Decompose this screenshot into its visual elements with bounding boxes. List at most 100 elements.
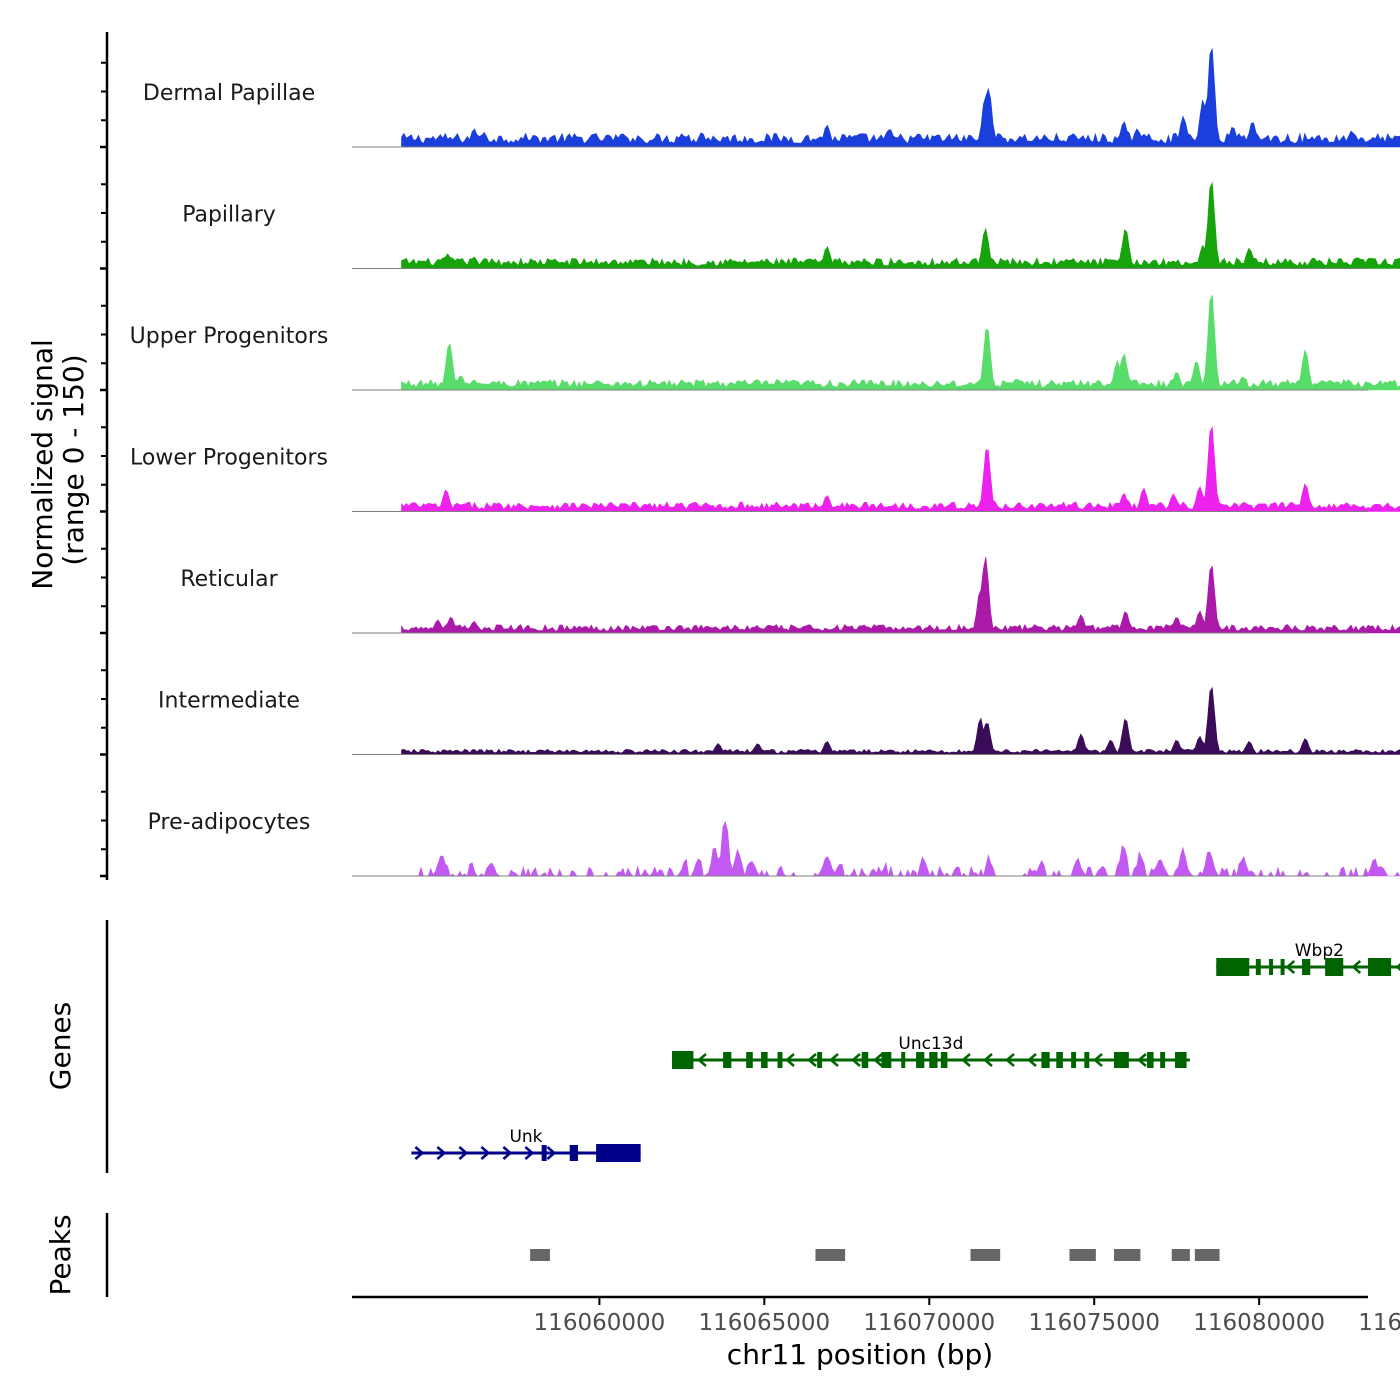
gene-exon	[723, 1052, 732, 1068]
track-dermal-papillae: Dermal Papillae	[143, 48, 1400, 148]
gene-exon	[940, 1052, 948, 1068]
peak-region	[530, 1249, 550, 1261]
track-upper-progenitors: Upper Progenitors	[130, 294, 1400, 391]
gene-exon	[916, 1052, 925, 1068]
gene-exon	[1269, 959, 1274, 975]
peak-region	[970, 1249, 1001, 1261]
gene-label: Unk	[509, 1127, 542, 1147]
peak-region	[815, 1249, 846, 1261]
gene-wbp2: Wbp2	[1216, 941, 1400, 976]
gene-exon	[1302, 959, 1311, 975]
peaks-track-label: Peaks	[44, 1214, 77, 1295]
gene-exon	[541, 1145, 547, 1161]
x-tick-label: 116075000	[1028, 1310, 1160, 1336]
gene-unk: Unk	[411, 1127, 641, 1162]
coverage-tracks: Dermal Papillae Papillary Upper Progenitor…	[130, 48, 1400, 878]
gene-label: Wbp2	[1295, 941, 1344, 961]
genes-track-label: Genes	[44, 1002, 77, 1090]
strand-arrow	[546, 1146, 557, 1160]
x-axis-title: chr11 position (bp)	[727, 1338, 993, 1371]
strand-arrow	[1285, 960, 1296, 974]
signal-area	[401, 425, 1400, 512]
track-label: Upper Progenitors	[130, 324, 329, 349]
peak-region	[1114, 1249, 1141, 1261]
gene-unc13d: Unc13d	[671, 1034, 1190, 1069]
signal-area	[401, 294, 1400, 391]
gene-exon	[1071, 1052, 1077, 1068]
gene-exon	[1084, 1052, 1090, 1068]
x-tick-label: 116085000	[1358, 1310, 1400, 1336]
gene-exon	[929, 1052, 938, 1068]
peak-region	[1069, 1249, 1096, 1261]
strand-arrow	[851, 1053, 861, 1067]
strand-arrow	[436, 1146, 447, 1160]
strand-arrow	[1027, 1053, 1037, 1067]
signal-y-axis-title: Normalized signal (range 0 - 150)	[26, 330, 90, 589]
track-label: Intermediate	[158, 689, 300, 714]
strand-arrow	[873, 1053, 883, 1067]
strand-arrow	[697, 1053, 707, 1067]
strand-arrow	[961, 1053, 971, 1067]
track-label: Lower Progenitors	[130, 446, 328, 471]
gene-exon	[1368, 958, 1392, 976]
strand-arrow	[414, 1146, 425, 1160]
gene-exon	[1146, 1052, 1154, 1068]
y-axis-title-line2: (range 0 - 150)	[57, 354, 90, 565]
gene-exon	[901, 1052, 906, 1068]
strand-arrow	[1351, 960, 1362, 974]
track-label: Reticular	[180, 567, 278, 592]
track-label: Pre-adipocytes	[148, 810, 311, 835]
y-axis-title-line1: Normalized signal	[26, 339, 59, 590]
strand-arrow	[480, 1146, 491, 1160]
strand-arrow	[502, 1146, 513, 1160]
track-label: Dermal Papillae	[143, 81, 315, 106]
peak-regions	[530, 1249, 1220, 1261]
signal-area	[401, 48, 1400, 148]
strand-arrow	[1137, 1053, 1147, 1067]
gene-label: Unc13d	[898, 1034, 963, 1054]
gene-exon	[861, 1052, 869, 1068]
track-lower-progenitors: Lower Progenitors	[130, 425, 1400, 512]
strand-arrow	[829, 1053, 839, 1067]
track-papillary: Papillary	[182, 181, 1400, 269]
strand-arrow	[458, 1146, 469, 1160]
peak-region	[1194, 1249, 1220, 1261]
gene-exon	[1280, 959, 1285, 975]
gene-exon	[881, 1052, 892, 1068]
gene-exon	[1255, 959, 1261, 975]
gene-exon	[1216, 958, 1250, 976]
peak-region	[1171, 1249, 1190, 1261]
strand-arrow	[1005, 1053, 1015, 1067]
gene-exon	[1175, 1052, 1187, 1068]
track-intermediate: Intermediate	[158, 686, 1400, 755]
gene-exon	[817, 1052, 823, 1068]
gene-exon	[1056, 1052, 1063, 1068]
x-tick-label: 116070000	[863, 1310, 995, 1336]
signal-y-ticks	[100, 61, 107, 878]
gene-exon	[1041, 1052, 1050, 1068]
gene-exon	[596, 1144, 641, 1162]
track-pre-adipocytes: Pre-adipocytes	[148, 810, 1400, 878]
gene-annotations: Wbp2 Unc13d Unk	[411, 941, 1400, 1162]
x-tick-label: 116065000	[698, 1310, 830, 1336]
signal-area	[401, 556, 1400, 634]
signal-area	[401, 821, 1400, 878]
gene-exon	[1325, 958, 1344, 976]
track-reticular: Reticular	[180, 556, 1400, 634]
strand-arrow	[1093, 1053, 1103, 1067]
gene-exon	[1114, 1052, 1129, 1068]
strand-arrow	[807, 1053, 817, 1067]
x-axis-ticks: 116060000 116065000 116070000 116075000 1160…	[534, 1297, 1400, 1336]
gene-exon	[569, 1145, 578, 1161]
track-label: Papillary	[182, 203, 276, 228]
gene-exon	[761, 1052, 768, 1068]
signal-area	[401, 181, 1400, 269]
gene-exon	[777, 1052, 783, 1068]
strand-arrow	[1395, 963, 1400, 971]
x-tick-label: 116060000	[534, 1310, 666, 1336]
gene-exon	[1160, 1052, 1166, 1068]
gene-exon	[746, 1052, 753, 1068]
strand-arrow	[524, 1146, 535, 1160]
signal-area	[401, 686, 1400, 755]
